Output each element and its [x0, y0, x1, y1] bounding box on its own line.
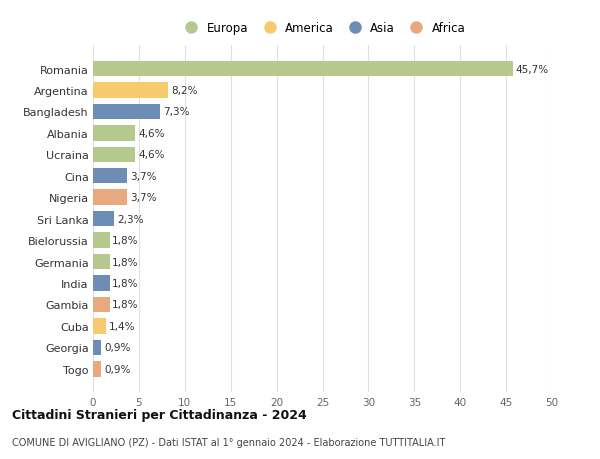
Bar — [93, 233, 110, 248]
Text: 2,3%: 2,3% — [117, 214, 143, 224]
Text: 1,8%: 1,8% — [112, 279, 139, 288]
Bar — [93, 340, 101, 355]
Bar — [93, 361, 101, 377]
Bar — [93, 147, 135, 162]
Text: 1,4%: 1,4% — [109, 321, 135, 331]
Text: 3,7%: 3,7% — [130, 193, 156, 203]
Text: 4,6%: 4,6% — [138, 129, 164, 139]
Text: 3,7%: 3,7% — [130, 171, 156, 181]
Bar — [93, 190, 127, 206]
Text: 1,8%: 1,8% — [112, 300, 139, 310]
Bar — [93, 276, 110, 291]
Bar — [93, 319, 106, 334]
Text: 45,7%: 45,7% — [515, 64, 548, 74]
Bar — [93, 212, 114, 227]
Bar — [93, 297, 110, 313]
Text: 1,8%: 1,8% — [112, 257, 139, 267]
Text: 0,9%: 0,9% — [104, 342, 130, 353]
Text: 0,9%: 0,9% — [104, 364, 130, 374]
Text: 1,8%: 1,8% — [112, 235, 139, 246]
Bar — [93, 62, 512, 77]
Text: Cittadini Stranieri per Cittadinanza - 2024: Cittadini Stranieri per Cittadinanza - 2… — [12, 408, 307, 421]
Bar — [93, 168, 127, 184]
Text: COMUNE DI AVIGLIANO (PZ) - Dati ISTAT al 1° gennaio 2024 - Elaborazione TUTTITAL: COMUNE DI AVIGLIANO (PZ) - Dati ISTAT al… — [12, 437, 445, 447]
Text: 4,6%: 4,6% — [138, 150, 164, 160]
Bar — [93, 126, 135, 141]
Text: 7,3%: 7,3% — [163, 107, 189, 117]
Bar — [93, 105, 160, 120]
Text: 8,2%: 8,2% — [171, 86, 197, 96]
Bar — [93, 254, 110, 270]
Bar — [93, 83, 168, 99]
Legend: Europa, America, Asia, Africa: Europa, America, Asia, Africa — [175, 17, 470, 39]
